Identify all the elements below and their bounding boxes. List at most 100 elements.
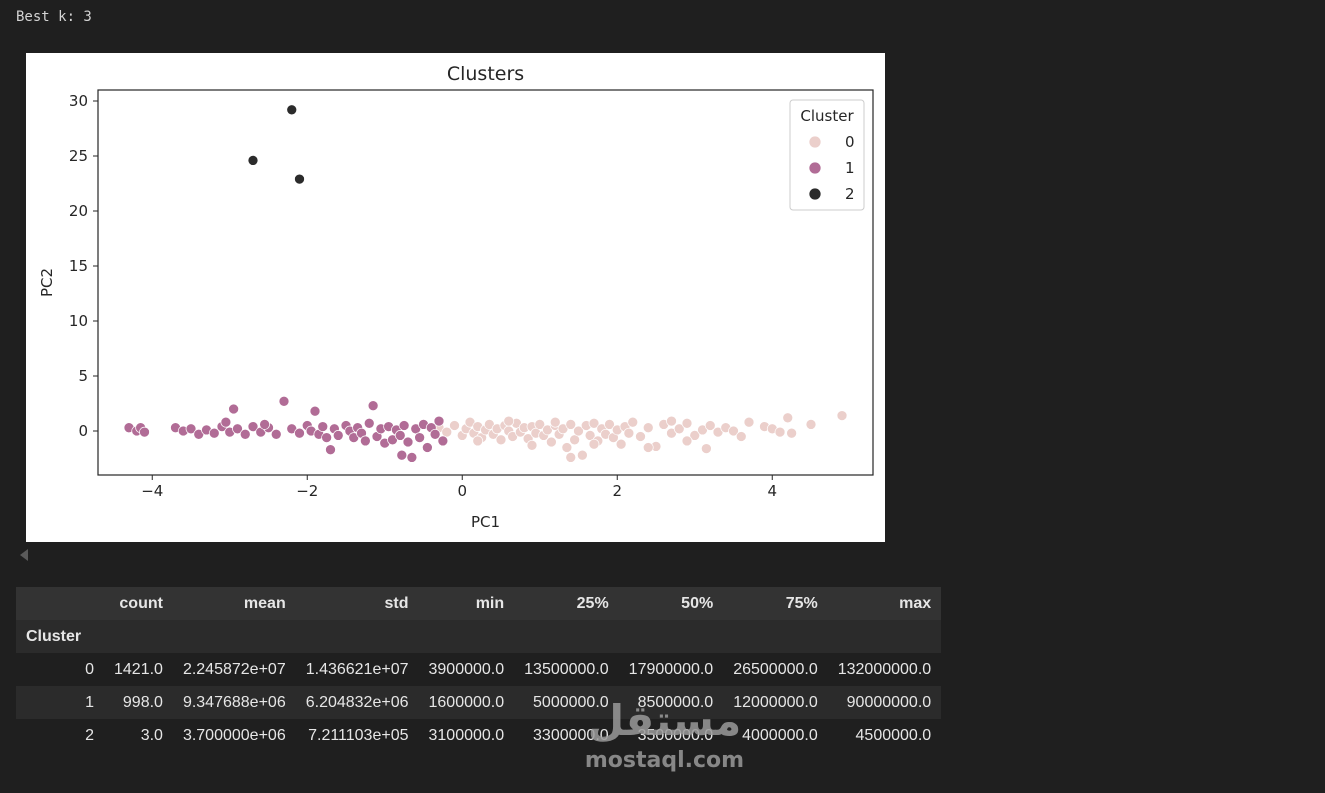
data-point-cluster-1	[294, 427, 305, 439]
data-point-cluster-0	[565, 452, 577, 463]
index-name-row: Cluster	[16, 620, 942, 653]
cluster-describe-table: count mean std min 25% 50% 75% max Clust…	[16, 587, 942, 752]
table-cell: 3300000.0	[514, 719, 619, 752]
data-point-cluster-0	[735, 431, 747, 442]
data-point-cluster-0	[642, 422, 654, 434]
data-point-cluster-1	[139, 426, 150, 438]
x-tick-label: −2	[296, 482, 318, 500]
table-row: 2 3.0 3.700000e+06 7.211103e+05 3100000.0 330…	[16, 719, 942, 752]
data-point-cluster-1	[429, 428, 441, 440]
data-point-cluster-0	[681, 435, 693, 447]
data-point-cluster-0	[642, 442, 654, 453]
y-tick-label: 15	[69, 257, 88, 275]
y-tick-label: 5	[78, 367, 88, 385]
data-point-cluster-1	[232, 423, 243, 435]
column-header: 25%	[514, 587, 619, 620]
data-point-cluster-0	[584, 430, 596, 441]
x-tick-label: 0	[457, 482, 467, 500]
row-index: 0	[16, 653, 104, 686]
table-cell: 3500000.0	[618, 719, 724, 752]
data-point-cluster-0	[627, 416, 639, 428]
data-point-cluster-0	[782, 412, 794, 424]
table-cell: 8500000.0	[618, 686, 724, 719]
data-point-cluster-1	[402, 436, 414, 448]
y-tick-label: 20	[69, 202, 88, 220]
data-point-cluster-0	[681, 417, 693, 429]
y-axis-label: PC2	[38, 268, 56, 297]
data-point-cluster-1	[363, 417, 375, 429]
stdout-best-k: Best k: 3	[16, 9, 92, 25]
table-row: 1 998.0 9.347688e+06 6.204832e+06 1600000.0 5…	[16, 686, 942, 719]
table-cell: 3.700000e+06	[172, 719, 296, 752]
data-point-cluster-1	[422, 442, 433, 453]
data-point-cluster-0	[666, 415, 677, 427]
column-header: count	[104, 587, 173, 620]
plot-frame	[97, 89, 874, 476]
table-cell: 26500000.0	[723, 653, 828, 686]
data-point-cluster-1	[321, 432, 332, 443]
column-header: std	[295, 587, 419, 620]
y-tick-label: 0	[78, 422, 88, 440]
table-cell: 3900000.0	[418, 653, 515, 686]
x-axis-label: PC1	[471, 513, 500, 531]
scroll-left-icon[interactable]	[20, 549, 28, 561]
data-point-cluster-0	[503, 415, 515, 427]
data-point-cluster-0	[615, 438, 627, 450]
column-header: min	[418, 587, 515, 620]
data-point-cluster-0	[623, 427, 635, 439]
data-point-cluster-1	[396, 449, 408, 461]
data-point-cluster-1	[325, 444, 336, 456]
table-cell: 4000000.0	[723, 719, 828, 752]
clusters-scatter-plot: Clusters−4 −2 0 2 4051015202530PC1PC2Cluster…	[38, 63, 874, 531]
data-point-cluster-1	[208, 427, 220, 439]
data-point-cluster-1	[185, 423, 197, 435]
data-point-cluster-0	[604, 419, 615, 430]
legend-box	[789, 99, 865, 211]
data-point-cluster-1	[228, 403, 239, 415]
table-cell: 9.347688e+06	[172, 686, 296, 719]
data-point-cluster-0	[701, 443, 712, 454]
x-tick-label: 2	[612, 482, 622, 500]
data-point-cluster-0	[573, 425, 584, 437]
table-cell: 132000000.0	[827, 653, 942, 686]
x-tick-label: 4	[767, 482, 777, 500]
data-point-cluster-0	[534, 419, 546, 430]
data-point-cluster-0	[805, 419, 817, 430]
data-point-cluster-1	[309, 405, 321, 417]
data-point-cluster-1	[247, 421, 259, 432]
data-point-cluster-0	[635, 431, 646, 442]
data-point-cluster-1	[239, 428, 251, 440]
data-point-cluster-0	[441, 426, 453, 438]
data-point-cluster-1	[406, 452, 418, 463]
data-point-cluster-1	[259, 419, 270, 430]
data-point-cluster-1	[414, 432, 425, 443]
data-point-cluster-0	[526, 439, 538, 451]
data-point-cluster-1	[394, 430, 406, 441]
column-header: 50%	[618, 587, 724, 620]
data-point-cluster-0	[549, 416, 561, 428]
data-point-cluster-0	[836, 410, 848, 421]
table-cell: 998.0	[104, 686, 173, 719]
table-cell: 1421.0	[104, 653, 173, 686]
table-cell: 3100000.0	[418, 719, 515, 752]
y-tick-label: 25	[69, 147, 88, 165]
table-cell: 3.0	[104, 719, 173, 752]
data-point-cluster-0	[728, 425, 739, 437]
table-cell: 17900000.0	[618, 653, 724, 686]
data-point-cluster-0	[743, 416, 755, 428]
legend-label: 2	[845, 185, 855, 203]
data-point-cluster-0	[449, 420, 460, 431]
data-point-cluster-0	[472, 435, 484, 447]
data-point-cluster-0	[588, 417, 600, 429]
table-cell: 1.436621e+07	[295, 653, 419, 686]
table-corner	[16, 587, 104, 620]
table-cell: 5000000.0	[514, 686, 619, 719]
data-point-cluster-0	[495, 434, 507, 446]
y-tick-label: 30	[69, 92, 88, 110]
data-point-cluster-1	[433, 415, 445, 427]
data-point-cluster-0	[673, 423, 685, 435]
data-point-cluster-0	[588, 438, 600, 450]
data-point-cluster-1	[437, 435, 449, 447]
data-point-cluster-0	[689, 430, 701, 441]
table-header-row: count mean std min 25% 50% 75% max	[16, 587, 942, 620]
